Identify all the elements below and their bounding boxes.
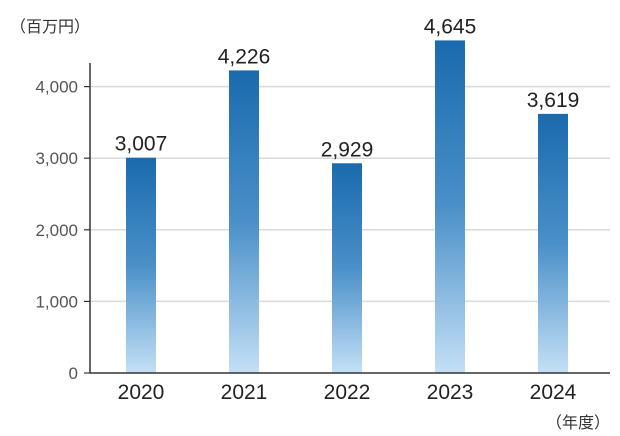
x-tick-labels: 2020 2021 2022 2023 2024 <box>118 381 577 404</box>
bar <box>332 163 362 373</box>
x-tick-label: 2021 <box>221 381 268 404</box>
y-axis-unit-label: （百万円） <box>10 17 90 36</box>
bar <box>229 70 259 374</box>
y-tick-label: 4,000 <box>35 78 78 97</box>
bars <box>126 40 568 374</box>
bar <box>435 40 465 373</box>
data-label: 3,007 <box>115 133 168 156</box>
data-label: 4,226 <box>218 45 271 68</box>
y-tick-label: 3,000 <box>35 149 78 168</box>
data-label: 4,645 <box>424 15 477 38</box>
axes <box>89 63 610 374</box>
y-tick-labels: 0 1,000 2,000 3,000 4,000 <box>35 78 78 383</box>
data-label: 3,619 <box>527 89 580 112</box>
y-tick-label: 0 <box>69 364 78 383</box>
y-tick-label: 2,000 <box>35 221 78 240</box>
x-axis-unit-label: （年度） <box>546 413 610 432</box>
x-tick-label: 2024 <box>530 381 577 404</box>
data-label: 2,929 <box>321 138 374 161</box>
bar <box>126 157 156 373</box>
data-labels: 3,007 4,226 2,929 4,645 3,619 <box>115 15 580 161</box>
x-tick-label: 2020 <box>118 381 165 404</box>
x-tick-label: 2022 <box>324 381 371 404</box>
x-tick-label: 2023 <box>427 381 474 404</box>
y-tick-label: 1,000 <box>35 292 78 311</box>
bar <box>538 113 568 373</box>
